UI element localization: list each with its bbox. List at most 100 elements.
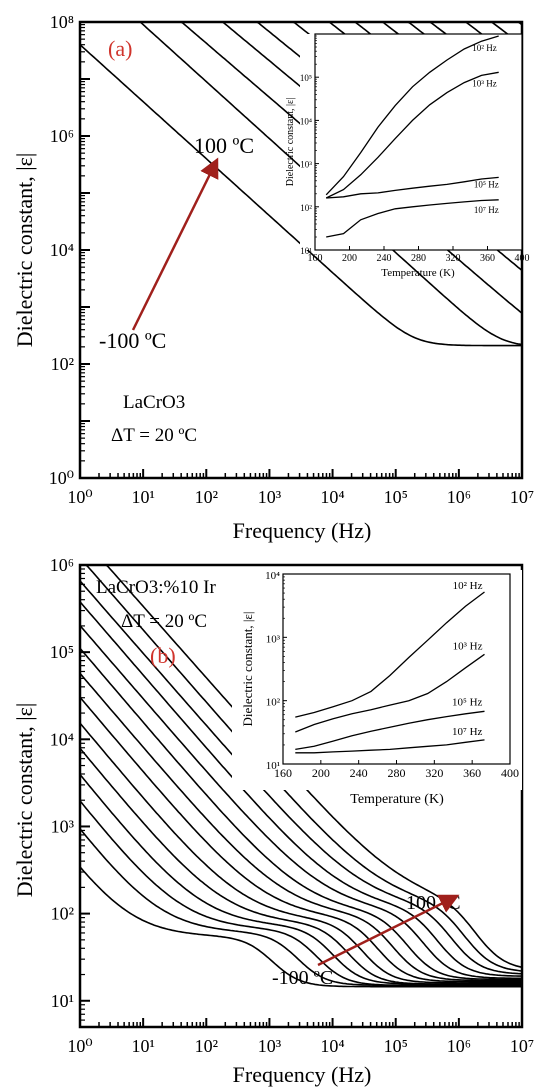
- panel-b-arrow-start: -100 ºC: [272, 967, 333, 989]
- panel-b-inset-xtick-label: 240: [350, 766, 368, 780]
- panel-a-xtick-label: 10⁰: [67, 487, 92, 507]
- panel-a-inset-series-label: 10⁷ Hz: [474, 205, 499, 215]
- panel-a-inset-series-1: [325, 35, 499, 196]
- panel-a-xtick-label: 10⁶: [447, 487, 471, 507]
- panel-a-inset-curves: 10² Hz 10³ Hz 10⁵ Hz 10⁷ Hz: [325, 35, 499, 238]
- panel-b-xtick-label: 10¹: [131, 1036, 154, 1056]
- panel-a-inset-background: [300, 34, 522, 250]
- panel-a-inset-xtick-label: 240: [377, 253, 392, 264]
- panel-b-ytick-label: 10⁴: [50, 729, 74, 749]
- panel-b-material: LaCrO3:%10 Ir: [96, 577, 216, 598]
- panel-a-inset-xtick-label: 160: [308, 253, 323, 264]
- panel-b-inset-xtick-label: 200: [312, 766, 330, 780]
- panel-a-xtick-label: 10⁵: [384, 487, 408, 507]
- panel-b-inset-series-label: 10² Hz: [453, 580, 483, 592]
- panel-b-xtick-label: 10⁶: [447, 1036, 471, 1056]
- panel-a-inset-xtick-label: 200: [342, 253, 357, 264]
- panel-a: 10⁰ 10¹ 10² 10³ 10⁴ 10⁵ 10⁶ 10⁷10⁰10²10⁴10⁶10⁸ …: [12, 12, 534, 543]
- panel-a-ytick-label: 10⁶: [50, 126, 74, 146]
- panel-a-inset-xtick-label: 400: [515, 253, 530, 264]
- panel-b-curve-12: [79, 580, 522, 975]
- panel-b-curve-4: [79, 773, 522, 985]
- panel-b-xtick-label: 10⁴: [320, 1036, 344, 1056]
- panel-a-inset-series-label: 10³ Hz: [472, 78, 496, 88]
- panel-a-xtick-label: 10⁴: [320, 487, 344, 507]
- panel-a-material: LaCrO3: [123, 392, 185, 413]
- panel-b-label: (b): [150, 643, 176, 668]
- panel-b-inset-xtick-label: 360: [463, 766, 481, 780]
- panel-b-curve-6: [79, 722, 522, 984]
- panel-b-inset-ticks: 160 200 240 280 320 360 400 10¹ 10² 10³ 10⁴: [265, 570, 519, 780]
- panel-b-arrow-end: 100 ºC: [406, 892, 461, 914]
- panel-b-inset-xtick-label: 400: [501, 766, 519, 780]
- panel-a-ytick-label: 10⁴: [50, 240, 74, 260]
- panel-b-inset-series-label: 10³ Hz: [453, 640, 483, 652]
- panel-a-inset-ytick-label: 10¹: [300, 246, 312, 256]
- panel-b-inset-series-4: [295, 739, 485, 754]
- panel-b-inset-xtick-label: 160: [274, 766, 292, 780]
- panel-b-ytick-label: 10²: [51, 904, 74, 924]
- panel-b-inset-xtick-label: 280: [388, 766, 406, 780]
- panel-a-inset-ytick-label: 10²: [300, 203, 312, 213]
- panel-a-ytick-label: 10²: [51, 354, 74, 374]
- panel-a-arrow-start: -100 ºC: [99, 328, 166, 353]
- panel-a-inset-ylabel: Dielectric constant, |ε|: [285, 98, 296, 186]
- panel-b-delta-t: ΔT = 20 ºC: [121, 611, 207, 632]
- panel-a-inset-series-4: [326, 199, 499, 238]
- panel-b-inset-ytick-label: 10²: [266, 697, 281, 709]
- panel-b-curve-1: [79, 866, 522, 988]
- panel-b-inset-curves: 10² Hz 10³ Hz 10⁵ Hz 10⁷ Hz: [295, 580, 485, 754]
- panel-a-inset: 10² Hz 10³ Hz 10⁵ Hz 10⁷ Hz 160 200 240 280 320…: [285, 33, 530, 279]
- panel-b-curve-11: [79, 601, 522, 977]
- panel-a-xlabel: Frequency (Hz): [233, 518, 372, 543]
- panel-b-inset-background: [232, 570, 522, 790]
- panel-a-inset-ytick-label: 10⁴: [300, 116, 312, 126]
- panel-a-inset-xtick-label: 320: [446, 253, 461, 264]
- panel-a-inset-ytick-label: 10⁵: [300, 73, 312, 83]
- panel-b-xtick-label: 10⁷: [510, 1036, 534, 1056]
- panel-b-ylabel: Dielectric constant, |ε|: [12, 703, 37, 898]
- panel-b-inset-series-label: 10⁷ Hz: [452, 726, 483, 738]
- panel-a-xtick-label: 10²: [195, 487, 218, 507]
- panel-b-xtick-label: 10⁰: [67, 1036, 92, 1056]
- panel-a-inset-xtick-label: 280: [411, 253, 426, 264]
- panel-a-inset-series-label: 10² Hz: [472, 43, 496, 53]
- panel-b-inset-series-2: [295, 653, 485, 733]
- panel-b-curve-7: [79, 696, 522, 983]
- panel-b-xlabel: Frequency (Hz): [233, 1062, 372, 1087]
- panel-b-ticks: 10⁰ 10¹ 10² 10³ 10⁴ 10⁵ 10⁶ 10⁷ 10¹ 10² 10³ 10⁴ 10⁵ 1…: [50, 555, 534, 1056]
- panel-b-curve-9: [79, 647, 522, 981]
- panel-a-ytick-label: 10⁰: [49, 468, 74, 488]
- panel-a-inset-ytick-label: 10³: [300, 160, 312, 170]
- panel-a-arrow-end: 100 ºC: [194, 133, 254, 158]
- panel-a-xtick-label: 10¹: [131, 487, 154, 507]
- panel-a-xtick-label: 10³: [258, 487, 282, 507]
- panel-a-xtick-label: 10⁷: [510, 487, 534, 507]
- panel-b-inset-ytick-label: 10⁴: [265, 570, 280, 582]
- panel-b-ytick-label: 10³: [51, 816, 75, 836]
- panel-b: 10⁰ 10¹ 10² 10³ 10⁴ 10⁵ 10⁶ 10⁷ 10¹ 10² 10³ 10⁴ 10⁵ 1…: [12, 555, 534, 1087]
- panel-a-inset-series-label: 10⁵ Hz: [474, 179, 499, 189]
- panel-b-inset-series-1: [295, 591, 485, 718]
- panel-b-curve-5: [79, 747, 522, 985]
- panel-b-frame: [78, 563, 524, 1029]
- panel-b-inset: 10² Hz 10³ Hz 10⁵ Hz 10⁷ Hz 160 200 240 280 320…: [232, 570, 522, 807]
- panel-b-xtick-label: 10²: [195, 1036, 218, 1056]
- panel-a-label: (a): [108, 36, 132, 61]
- panel-a-temperature-arrow: [131, 157, 219, 331]
- panel-a-inset-series-2: [325, 71, 499, 199]
- panel-b-inset-ylabel: Dielectric constant, |ε|: [240, 612, 255, 727]
- panel-b-inset-xlabel: Temperature (K): [350, 792, 444, 807]
- panel-b-inset-ytick-label: 10³: [266, 633, 281, 645]
- panel-a-ylabel: Dielectric constant, |ε|: [12, 153, 37, 348]
- panel-b-inset-series-label: 10⁵ Hz: [452, 696, 483, 708]
- panel-b-temperature-arrow: [317, 894, 460, 967]
- panel-b-xtick-label: 10⁵: [384, 1036, 408, 1056]
- panel-b-inset-ytick-label: 10¹: [266, 760, 280, 772]
- panel-a-inset-ticks: 160 200 240 280 320 360 400 10¹ 10² 10³ 10⁴ 10⁵: [300, 33, 530, 264]
- panel-a-ytick-label: 10⁸: [50, 12, 74, 32]
- panel-b-ytick-label: 10⁶: [50, 555, 74, 575]
- panel-a-inset-xlabel: Temperature (K): [381, 267, 455, 279]
- panel-b-curve-8: [79, 672, 522, 982]
